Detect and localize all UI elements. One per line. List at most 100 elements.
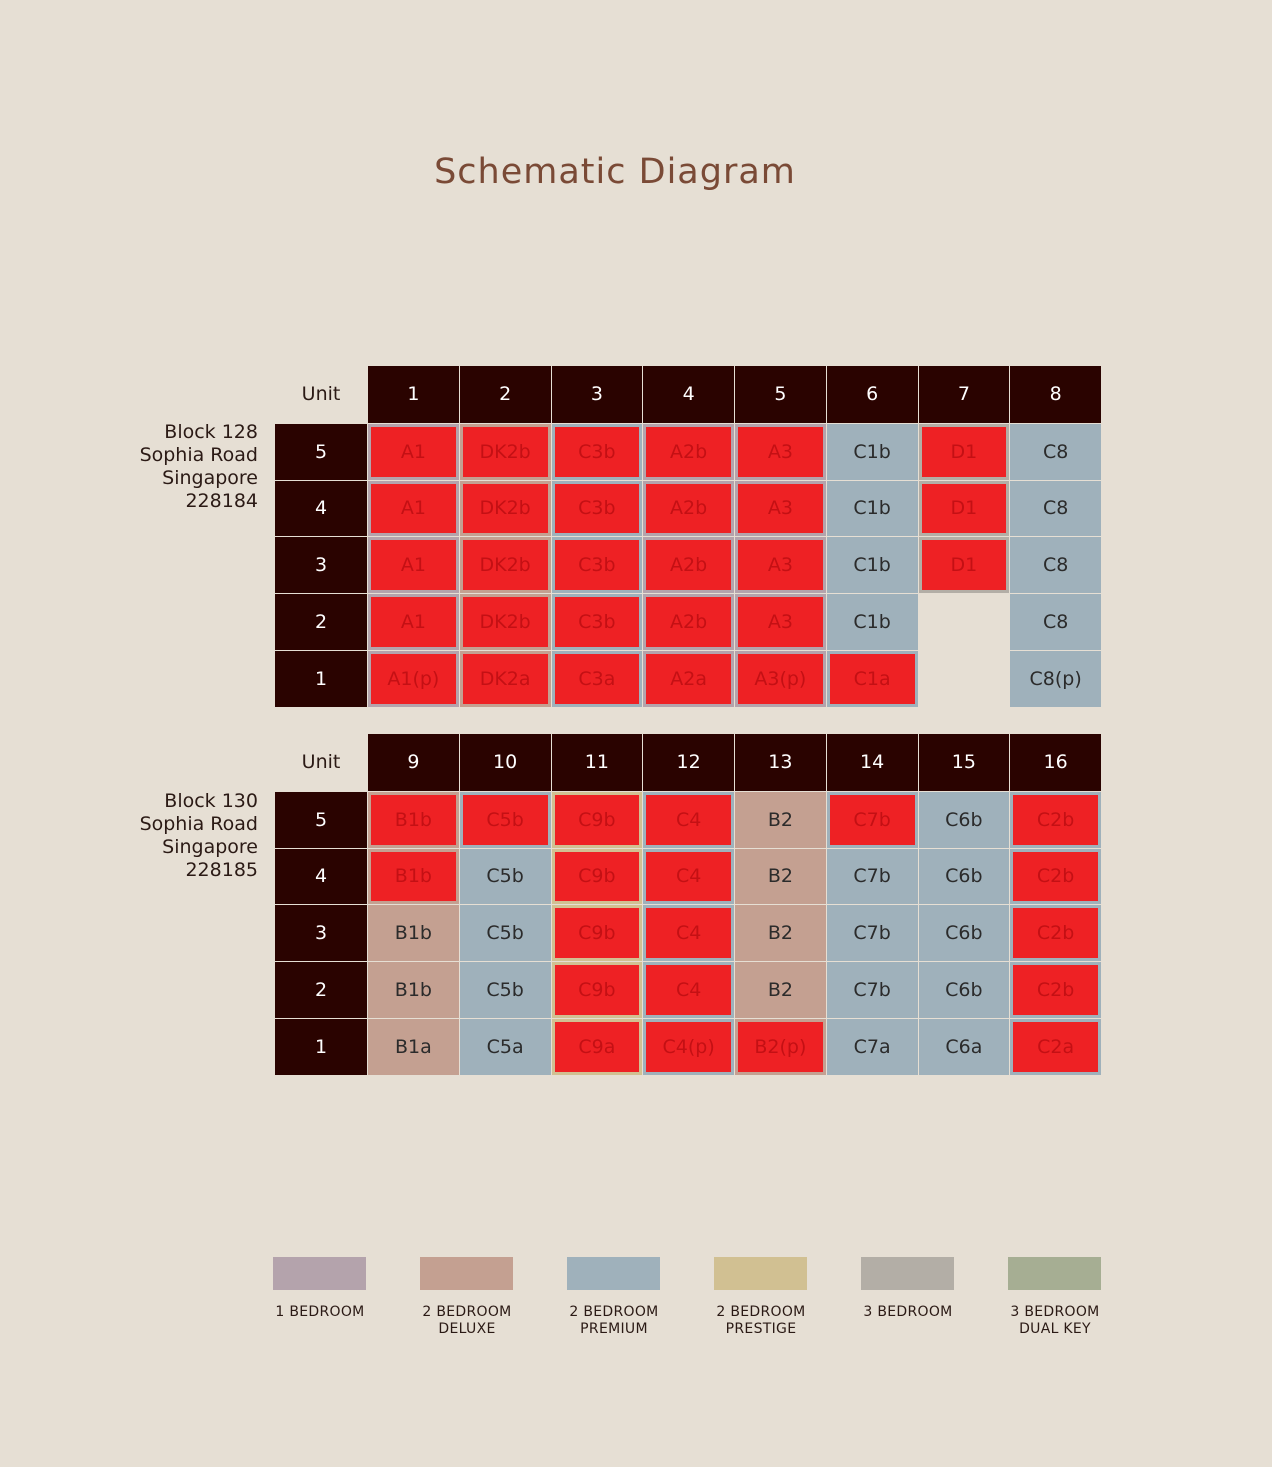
unit-label: C7b bbox=[825, 961, 918, 1018]
sold-unit-label: DK2b bbox=[462, 540, 548, 591]
unit-cell: C9b bbox=[550, 847, 643, 905]
sold-unit-label: A2b bbox=[646, 426, 731, 477]
unit-label: C7b bbox=[825, 847, 918, 905]
sold-unit-label: A1 bbox=[371, 597, 456, 647]
unit-cell: A3 bbox=[734, 536, 826, 594]
unit-number-header: 12 bbox=[642, 734, 734, 791]
unit-number-header: 11 bbox=[550, 734, 643, 791]
legend-item: 2 BEDROOM PRESTIGE bbox=[714, 1257, 808, 1338]
unit-number-header: 14 bbox=[825, 734, 918, 791]
unit-cell: A3 bbox=[734, 422, 826, 480]
sold-unit-label: C3b bbox=[554, 426, 640, 477]
unit-label: C6b bbox=[917, 790, 1010, 848]
unit-label: C8 bbox=[1009, 536, 1101, 594]
unit-label: C7b bbox=[825, 904, 918, 962]
unit-number-header: 5 bbox=[734, 366, 826, 423]
unit-cell: D1 bbox=[917, 479, 1010, 537]
unit-label: C1b bbox=[825, 479, 918, 537]
unit-cell: C9a bbox=[550, 1017, 643, 1075]
sold-unit-label: D1 bbox=[921, 540, 1007, 591]
sold-unit-label: C3b bbox=[554, 483, 640, 534]
unit-cell: B1b bbox=[367, 847, 459, 905]
address-line: Sophia Road bbox=[139, 813, 258, 835]
unit-cell: C4(p) bbox=[642, 1017, 734, 1075]
unit-number-header: 15 bbox=[917, 734, 1010, 791]
unit-label: B1b bbox=[367, 961, 459, 1018]
unit-label: C5b bbox=[458, 847, 551, 905]
floor-number: 3 bbox=[275, 536, 367, 594]
legend-swatch bbox=[567, 1257, 660, 1290]
unit-number-header: 4 bbox=[642, 366, 734, 423]
unit-label: B2 bbox=[734, 790, 826, 848]
unit-cell: B2(p) bbox=[734, 1017, 826, 1075]
page-title: Schematic Diagram bbox=[434, 152, 796, 192]
unit-label: C5b bbox=[458, 961, 551, 1018]
sold-unit-label: C9b bbox=[554, 965, 640, 1015]
sold-unit-label: C1a bbox=[829, 653, 915, 704]
sold-unit-label: C2a bbox=[1013, 1021, 1098, 1072]
unit-cell: C3b bbox=[550, 479, 643, 537]
unit-cell: C4 bbox=[642, 847, 734, 905]
unit-cell: D1 bbox=[917, 536, 1010, 594]
legend-item: 3 BEDROOM DUAL KEY bbox=[1008, 1257, 1102, 1338]
legend-item: 3 BEDROOM bbox=[861, 1257, 955, 1321]
unit-label: C8 bbox=[1009, 593, 1101, 650]
floor-number: 3 bbox=[275, 904, 367, 962]
sold-unit-label: A3 bbox=[738, 597, 823, 647]
unit-cell: C4 bbox=[642, 904, 734, 962]
legend-swatch bbox=[861, 1257, 954, 1290]
unit-cell: A1 bbox=[367, 422, 459, 480]
unit-cell: C1a bbox=[825, 649, 918, 707]
sold-unit-label: C7b bbox=[829, 794, 915, 845]
unit-cell: B1b bbox=[367, 790, 459, 848]
sold-unit-label: B2(p) bbox=[738, 1021, 823, 1072]
legend-swatch bbox=[420, 1257, 513, 1290]
sold-unit-label: A1 bbox=[371, 426, 456, 477]
empty-cell bbox=[917, 593, 1010, 650]
unit-number-header: 1 bbox=[367, 366, 459, 423]
unit-label: C6b bbox=[917, 904, 1010, 962]
unit-label: B1b bbox=[367, 904, 459, 962]
sold-unit-label: C3a bbox=[554, 653, 640, 704]
sold-unit-label: DK2b bbox=[462, 426, 548, 477]
unit-cell: A2b bbox=[642, 536, 734, 594]
unit-label: C5b bbox=[458, 904, 551, 962]
legend-label: 2 BEDROOM PREMIUM bbox=[569, 1304, 659, 1337]
unit-cell: A3 bbox=[734, 593, 826, 650]
unit-cell: C7b bbox=[825, 790, 918, 848]
unit-cell: C2a bbox=[1009, 1017, 1101, 1075]
legend-label: 2 BEDROOM DELUXE bbox=[422, 1304, 512, 1337]
unit-cell: C4 bbox=[642, 961, 734, 1018]
sold-unit-label: C2b bbox=[1013, 851, 1098, 902]
unit-cell: A2b bbox=[642, 479, 734, 537]
sold-unit-label: A2b bbox=[646, 540, 731, 591]
unit-cell: A3(p) bbox=[734, 649, 826, 707]
unit-cell: C3b bbox=[550, 422, 643, 480]
unit-label: C6a bbox=[917, 1017, 1010, 1075]
floor-number: 1 bbox=[275, 649, 367, 707]
sold-unit-label: A3(p) bbox=[738, 653, 823, 704]
sold-unit-label: C4(p) bbox=[646, 1021, 731, 1072]
sold-unit-label: C3b bbox=[554, 597, 640, 647]
unit-cell: DK2b bbox=[458, 593, 551, 650]
unit-number-header: 8 bbox=[1009, 366, 1101, 423]
sold-unit-label: A1 bbox=[371, 540, 456, 591]
unit-cell: A2a bbox=[642, 649, 734, 707]
unit-label: C1b bbox=[825, 422, 918, 480]
legend-label: 3 BEDROOM DUAL KEY bbox=[1010, 1304, 1100, 1337]
unit-number-header: 7 bbox=[917, 366, 1010, 423]
unit-label: B2 bbox=[734, 961, 826, 1018]
address-line: Singapore bbox=[162, 836, 258, 858]
legend-swatch bbox=[714, 1257, 807, 1290]
floor-number: 5 bbox=[275, 422, 367, 480]
sold-unit-label: A3 bbox=[738, 483, 823, 534]
unit-number-header: 9 bbox=[367, 734, 459, 791]
floor-number: 1 bbox=[275, 1017, 367, 1075]
empty-cell bbox=[917, 649, 1010, 707]
unit-cell: C2b bbox=[1009, 790, 1101, 848]
block-128-address: Block 128 Sophia Road Singapore 228184 bbox=[60, 421, 258, 513]
sold-unit-label: C9b bbox=[554, 794, 640, 845]
unit-label: C8(p) bbox=[1009, 649, 1101, 707]
unit-label: C1b bbox=[825, 536, 918, 594]
unit-number-header: 6 bbox=[825, 366, 918, 423]
